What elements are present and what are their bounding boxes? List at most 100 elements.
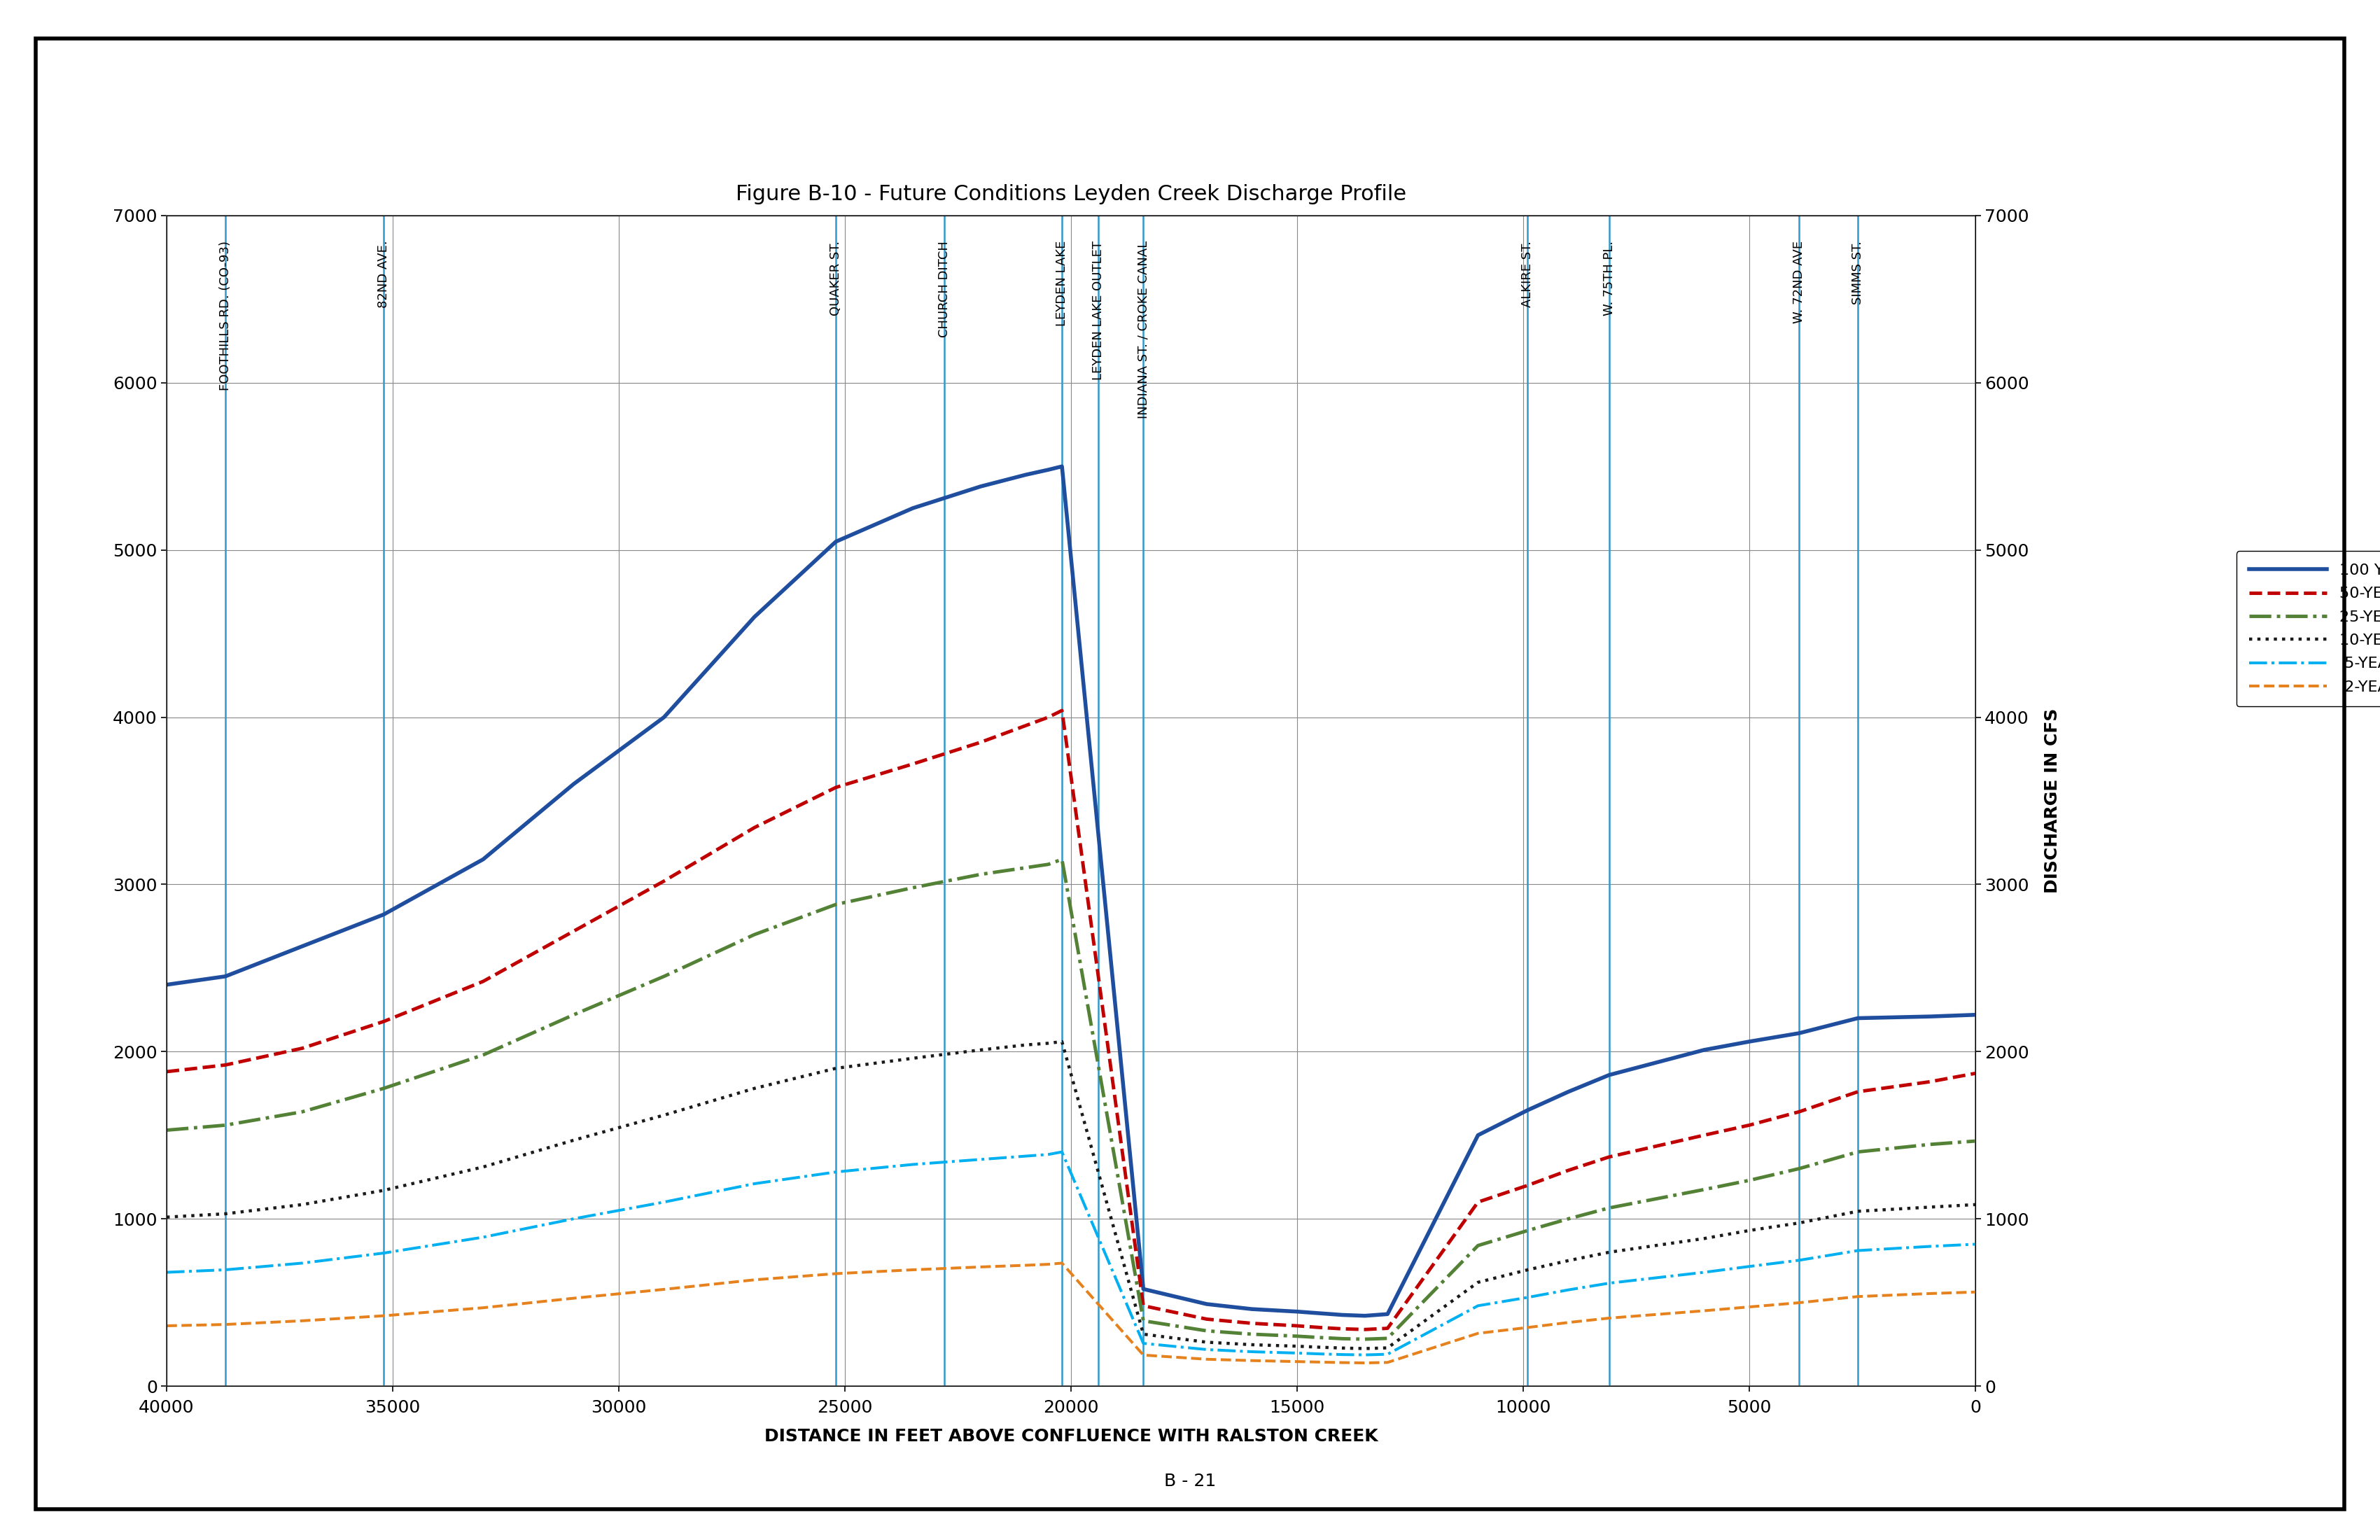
 5-YEAR DISCHARGE [1844,1241,1873,1260]
 5-YEAR DISCHARGE [469,1227,497,1246]
10-YEAR DISCHARGE [650,1106,678,1124]
100 YEAR DISCHARGE [559,775,588,793]
 5-YEAR DISCHARGE [1047,1143,1076,1161]
50-YEAR DISCHARGE [1128,1297,1157,1315]
Legend: 100 YEAR DISCHARGE, 50-YEAR DISCHARGE, 25-YEAR DISCHARGE, 10-YEAR DISCHARGE,  5-: 100 YEAR DISCHARGE, 50-YEAR DISCHARGE, 2… [2237,551,2380,707]
10-YEAR DISCHARGE [1128,1324,1157,1343]
25-YEAR DISCHARGE [1328,1329,1357,1348]
100 YEAR DISCHARGE [1373,1304,1402,1323]
10-YEAR DISCHARGE [1735,1221,1764,1240]
25-YEAR DISCHARGE [1283,1327,1311,1346]
 5-YEAR DISCHARGE [369,1244,397,1263]
50-YEAR DISCHARGE [900,755,928,773]
 5-YEAR DISCHARGE [152,1263,181,1281]
25-YEAR DISCHARGE [1033,855,1061,873]
Text: SIMMS ST.: SIMMS ST. [1852,240,1864,305]
50-YEAR DISCHARGE [1514,1177,1542,1195]
10-YEAR DISCHARGE [1961,1195,1990,1214]
50-YEAR DISCHARGE [650,872,678,890]
10-YEAR DISCHARGE [152,1207,181,1226]
50-YEAR DISCHARGE [740,818,769,836]
10-YEAR DISCHARGE [559,1130,588,1149]
50-YEAR DISCHARGE [1844,1083,1873,1101]
 5-YEAR DISCHARGE [1238,1343,1266,1361]
25-YEAR DISCHARGE [559,1006,588,1024]
100 YEAR DISCHARGE [1785,1024,1814,1043]
100 YEAR DISCHARGE [1916,1007,1944,1026]
100 YEAR DISCHARGE [740,608,769,627]
 2-YEAR DISCHARGE [821,1264,850,1283]
Text: INDIANA ST. / CROKE CANAL: INDIANA ST. / CROKE CANAL [1138,240,1150,419]
 5-YEAR DISCHARGE [1514,1287,1542,1306]
Y-axis label: DISCHARGE IN CFS: DISCHARGE IN CFS [2044,708,2061,893]
 2-YEAR DISCHARGE [1373,1354,1402,1372]
Text: LEYDEN LAKE: LEYDEN LAKE [1057,240,1069,326]
25-YEAR DISCHARGE [1844,1143,1873,1161]
Line: 50-YEAR DISCHARGE: 50-YEAR DISCHARGE [167,710,1975,1329]
25-YEAR DISCHARGE [740,926,769,944]
 2-YEAR DISCHARGE [1735,1298,1764,1317]
50-YEAR DISCHARGE [1192,1311,1221,1329]
 5-YEAR DISCHARGE [1192,1340,1221,1358]
100 YEAR DISCHARGE [1595,1066,1623,1084]
100 YEAR DISCHARGE [1047,457,1076,476]
 2-YEAR DISCHARGE [1690,1301,1718,1320]
 2-YEAR DISCHARGE [740,1270,769,1289]
25-YEAR DISCHARGE [650,967,678,986]
100 YEAR DISCHARGE [1554,1083,1583,1101]
25-YEAR DISCHARGE [1554,1209,1583,1227]
25-YEAR DISCHARGE [966,865,995,884]
 5-YEAR DISCHARGE [1352,1346,1380,1364]
25-YEAR DISCHARGE [1304,1329,1333,1348]
 2-YEAR DISCHARGE [1916,1284,1944,1303]
50-YEAR DISCHARGE [821,778,850,796]
25-YEAR DISCHARGE [1128,1312,1157,1331]
 5-YEAR DISCHARGE [1690,1263,1718,1281]
10-YEAR DISCHARGE [288,1195,317,1214]
10-YEAR DISCHARGE [1304,1338,1333,1357]
10-YEAR DISCHARGE [1690,1229,1718,1247]
25-YEAR DISCHARGE [1961,1132,1990,1150]
 2-YEAR DISCHARGE [1047,1254,1076,1272]
 2-YEAR DISCHARGE [650,1280,678,1298]
25-YEAR DISCHARGE [1595,1198,1623,1217]
 5-YEAR DISCHARGE [1961,1235,1990,1254]
 2-YEAR DISCHARGE [1328,1354,1357,1372]
 5-YEAR DISCHARGE [1304,1344,1333,1363]
10-YEAR DISCHARGE [900,1049,928,1067]
100 YEAR DISCHARGE [1033,460,1061,479]
50-YEAR DISCHARGE [1304,1318,1333,1337]
50-YEAR DISCHARGE [1328,1320,1357,1338]
25-YEAR DISCHARGE [212,1116,240,1135]
25-YEAR DISCHARGE [369,1080,397,1098]
50-YEAR DISCHARGE [1047,701,1076,719]
 2-YEAR DISCHARGE [1514,1318,1542,1337]
100 YEAR DISCHARGE [1961,1006,1990,1024]
10-YEAR DISCHARGE [1785,1214,1814,1232]
50-YEAR DISCHARGE [1554,1161,1583,1180]
 5-YEAR DISCHARGE [900,1155,928,1173]
10-YEAR DISCHARGE [1192,1334,1221,1352]
Text: B - 21: B - 21 [1164,1472,1216,1489]
 2-YEAR DISCHARGE [1238,1351,1266,1369]
50-YEAR DISCHARGE [966,733,995,752]
10-YEAR DISCHARGE [821,1060,850,1078]
50-YEAR DISCHARGE [1373,1320,1402,1338]
25-YEAR DISCHARGE [1916,1135,1944,1153]
 5-YEAR DISCHARGE [1554,1281,1583,1300]
 2-YEAR DISCHARGE [1033,1255,1061,1274]
100 YEAR DISCHARGE [650,708,678,727]
 2-YEAR DISCHARGE [1192,1351,1221,1369]
25-YEAR DISCHARGE [1464,1237,1492,1255]
50-YEAR DISCHARGE [1916,1072,1944,1090]
Text: ALKIRE ST.: ALKIRE ST. [1521,240,1535,306]
 5-YEAR DISCHARGE [1916,1237,1944,1255]
10-YEAR DISCHARGE [1464,1274,1492,1292]
100 YEAR DISCHARGE [1514,1101,1542,1120]
 2-YEAR DISCHARGE [212,1315,240,1334]
50-YEAR DISCHARGE [1961,1064,1990,1083]
 2-YEAR DISCHARGE [1595,1309,1623,1327]
10-YEAR DISCHARGE [1283,1337,1311,1355]
 2-YEAR DISCHARGE [1128,1346,1157,1364]
50-YEAR DISCHARGE [369,1012,397,1030]
